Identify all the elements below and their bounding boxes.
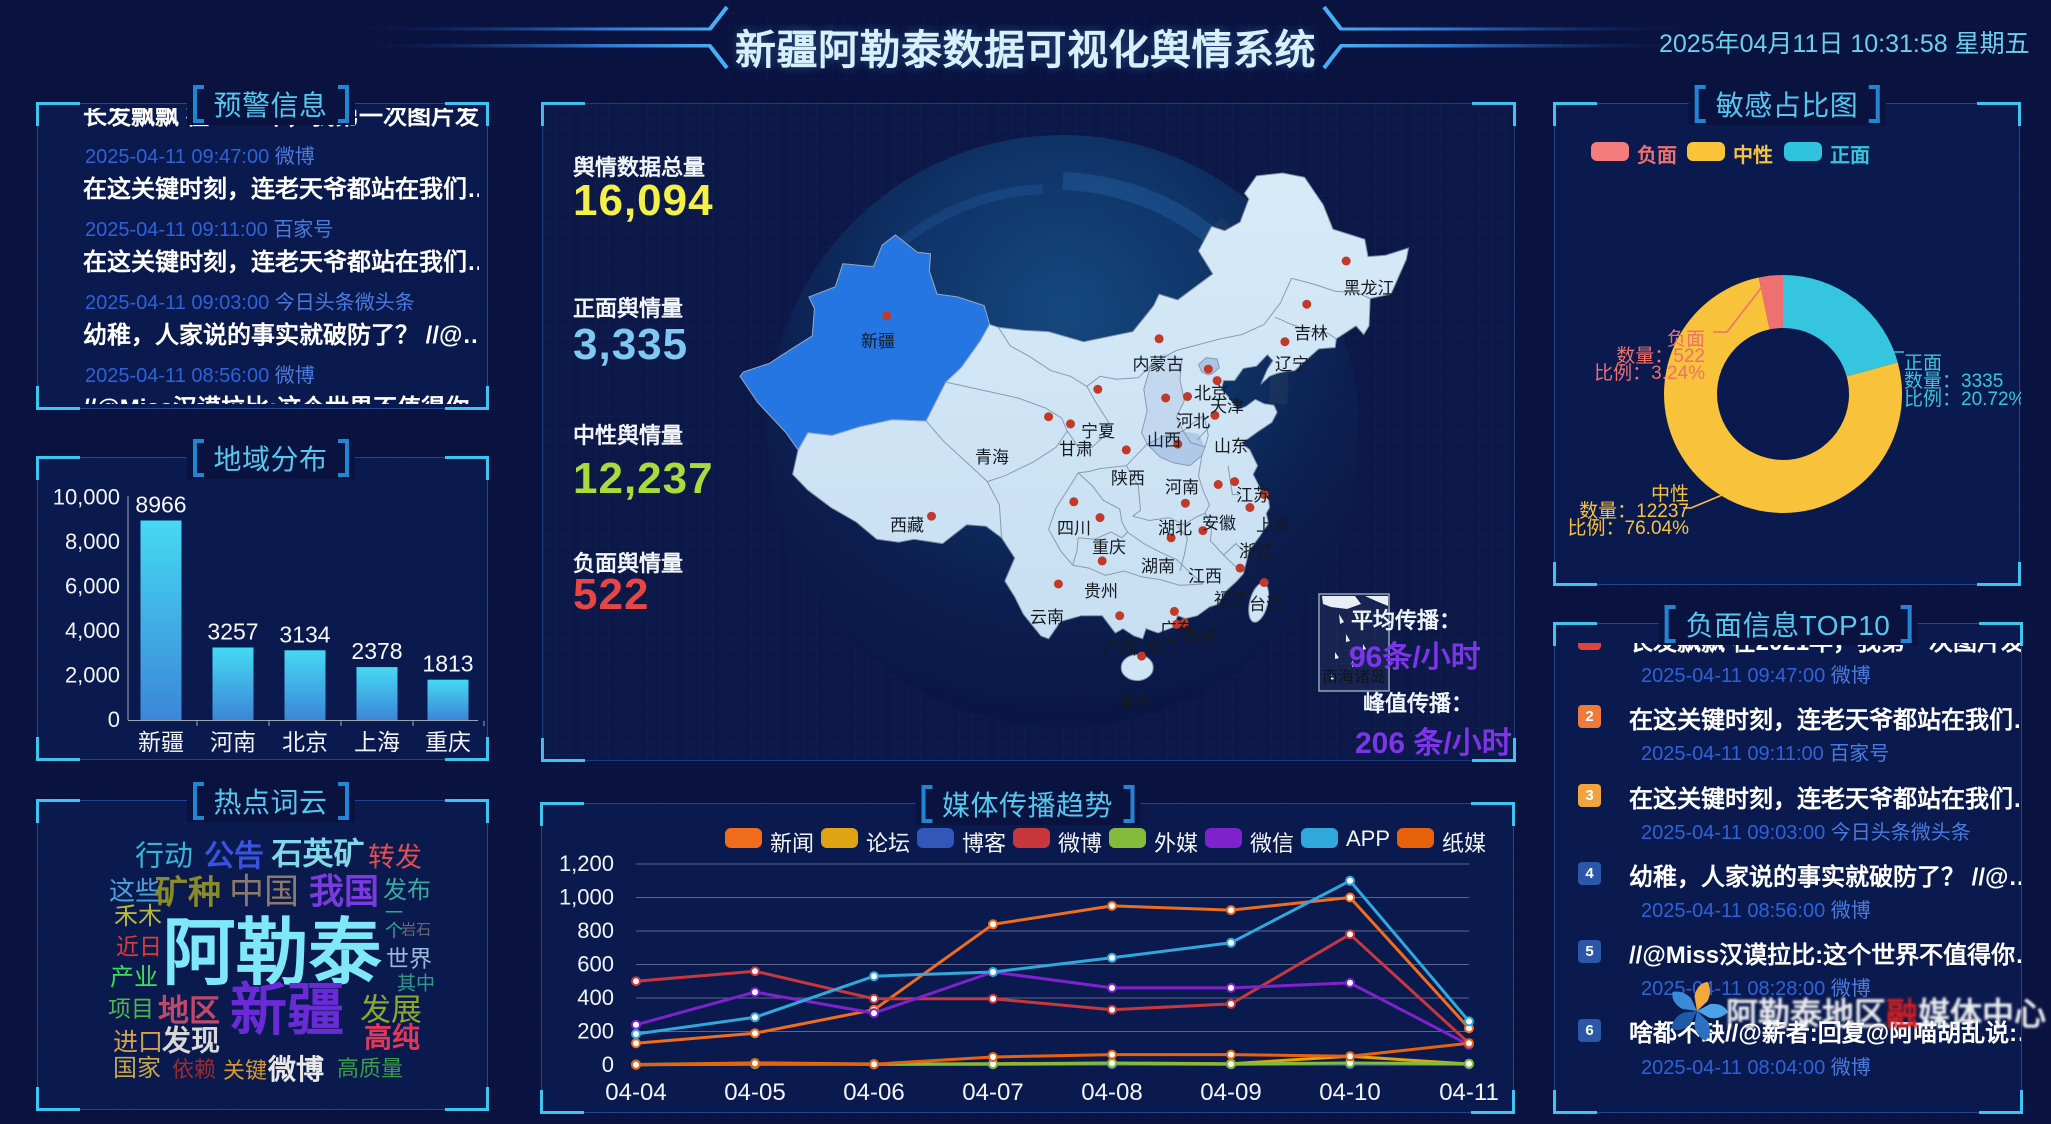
svg-text:西藏: 西藏	[890, 516, 924, 535]
svg-text:04-07: 04-07	[962, 1079, 1023, 1106]
svg-text:青海: 青海	[975, 448, 1009, 467]
svg-text:600: 600	[577, 952, 614, 977]
svg-text:206 条/小时: 206 条/小时	[1355, 727, 1512, 760]
svg-text:10,000: 10,000	[53, 485, 120, 510]
svg-text:黑龙江: 黑龙江	[1344, 279, 1395, 298]
svg-text:6,000: 6,000	[65, 574, 120, 599]
svg-text:河南: 河南	[1165, 478, 1199, 497]
svg-text:1,000: 1,000	[559, 885, 614, 910]
svg-text:04-05: 04-05	[724, 1079, 785, 1106]
svg-text:2378: 2378	[351, 638, 402, 664]
svg-text:南海诸岛: 南海诸岛	[1322, 668, 1386, 686]
svg-text:04-06: 04-06	[843, 1079, 904, 1106]
svg-text:新疆: 新疆	[861, 332, 895, 351]
svg-text:海南: 海南	[1116, 693, 1150, 712]
svg-text:8,000: 8,000	[65, 529, 120, 554]
svg-text:04-04: 04-04	[605, 1079, 666, 1106]
svg-text:上海: 上海	[1256, 516, 1290, 535]
svg-text:广东: 广东	[1160, 620, 1194, 639]
svg-text:安徽: 安徽	[1202, 514, 1236, 533]
svg-text:四川: 四川	[1057, 519, 1091, 538]
svg-text:96条/小时: 96条/小时	[1349, 641, 1481, 674]
svg-text:400: 400	[577, 985, 614, 1010]
svg-text:3134: 3134	[279, 621, 330, 647]
svg-text:重庆: 重庆	[425, 729, 471, 755]
svg-text:湖北: 湖北	[1158, 519, 1192, 538]
svg-text:湖南: 湖南	[1141, 557, 1175, 576]
svg-text:200: 200	[577, 1019, 614, 1044]
svg-text:04-11: 04-11	[1439, 1079, 1499, 1106]
svg-text:河南: 河南	[210, 729, 256, 755]
svg-text:山西: 山西	[1147, 431, 1181, 450]
svg-text:2,000: 2,000	[65, 663, 120, 688]
svg-text:上海: 上海	[354, 729, 400, 755]
svg-text:04-09: 04-09	[1200, 1079, 1261, 1106]
svg-text:1813: 1813	[422, 651, 473, 677]
svg-text:比例：3.24%: 比例：3.24%	[1594, 362, 1705, 384]
svg-text:比例：76.04%: 比例：76.04%	[1568, 517, 1690, 539]
svg-text:数量：12237: 数量：12237	[1579, 500, 1689, 522]
svg-text:香港: 香港	[1182, 627, 1216, 646]
svg-text:比例：20.72%: 比例：20.72%	[1904, 388, 2021, 410]
svg-text:澳门: 澳门	[1144, 639, 1178, 658]
svg-text:吉林: 吉林	[1294, 324, 1328, 343]
svg-text:云南: 云南	[1030, 608, 1064, 627]
svg-text:河北: 河北	[1176, 412, 1210, 431]
svg-text:陕西: 陕西	[1111, 469, 1145, 488]
svg-text:0: 0	[602, 1052, 614, 1077]
svg-text:台湾: 台湾	[1249, 595, 1283, 614]
svg-text:新疆: 新疆	[138, 729, 184, 755]
svg-text:中性: 中性	[1651, 483, 1689, 505]
svg-text:平均传播：: 平均传播：	[1351, 608, 1461, 633]
svg-text:江苏: 江苏	[1236, 486, 1270, 505]
svg-text:北京: 北京	[282, 729, 328, 755]
svg-text:数量：3335: 数量：3335	[1904, 370, 2003, 392]
svg-text:福建: 福建	[1214, 590, 1248, 609]
svg-text:4,000: 4,000	[65, 618, 120, 643]
svg-text:甘肃: 甘肃	[1059, 440, 1093, 459]
svg-text:数量：522: 数量：522	[1616, 345, 1705, 367]
svg-text:重庆: 重庆	[1092, 538, 1126, 557]
svg-text:04-10: 04-10	[1319, 1079, 1380, 1106]
svg-text:辽宁: 辽宁	[1275, 355, 1309, 374]
svg-text:内蒙古: 内蒙古	[1133, 355, 1184, 374]
svg-text:800: 800	[577, 918, 614, 943]
svg-text:04-08: 04-08	[1081, 1079, 1142, 1106]
svg-text:1,200: 1,200	[559, 851, 614, 876]
svg-text:北京: 北京	[1194, 384, 1228, 403]
svg-text:宁夏: 宁夏	[1081, 422, 1115, 441]
svg-text:广西: 广西	[1103, 639, 1137, 658]
svg-text:正面: 正面	[1904, 353, 1942, 374]
svg-text:0: 0	[108, 707, 120, 732]
svg-text:江西: 江西	[1188, 567, 1222, 586]
svg-text:天津: 天津	[1210, 397, 1244, 416]
svg-text:峰值传播：: 峰值传播：	[1363, 691, 1473, 716]
svg-text:山东: 山东	[1214, 437, 1248, 456]
svg-text:8966: 8966	[135, 492, 186, 518]
svg-text:负面: 负面	[1667, 328, 1705, 350]
svg-text:贵州: 贵州	[1084, 582, 1118, 601]
svg-text:浙江: 浙江	[1239, 542, 1273, 561]
svg-text:3257: 3257	[207, 619, 258, 645]
